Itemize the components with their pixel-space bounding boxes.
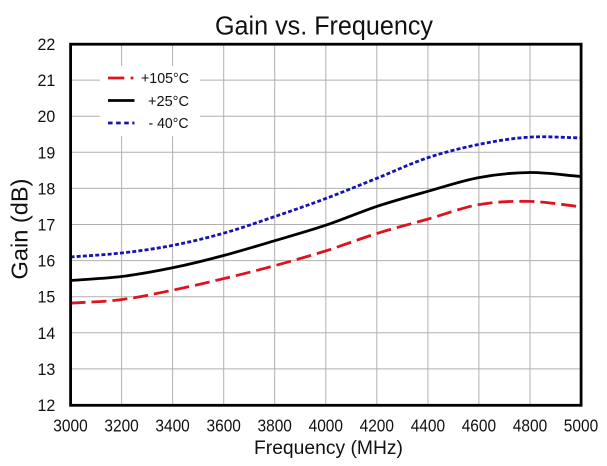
svg-text:3800: 3800 xyxy=(258,415,293,435)
svg-text:21: 21 xyxy=(38,72,56,90)
svg-text:+25°C: +25°C xyxy=(148,93,189,110)
svg-text:3000: 3000 xyxy=(53,415,88,435)
svg-text:17: 17 xyxy=(38,217,56,235)
svg-text:3200: 3200 xyxy=(104,415,139,435)
svg-text:20: 20 xyxy=(38,108,56,126)
svg-text:14: 14 xyxy=(38,325,56,343)
svg-text:5000: 5000 xyxy=(564,415,599,435)
svg-text:3400: 3400 xyxy=(155,415,190,435)
svg-text:4800: 4800 xyxy=(513,415,548,435)
svg-text:18: 18 xyxy=(38,180,56,198)
svg-text:+105°C: +105°C xyxy=(141,70,189,87)
svg-text:19: 19 xyxy=(38,144,56,162)
svg-text:4400: 4400 xyxy=(411,415,446,435)
svg-text:4000: 4000 xyxy=(309,415,344,435)
svg-text:13: 13 xyxy=(38,361,56,379)
svg-text:12: 12 xyxy=(38,397,56,415)
svg-text:15: 15 xyxy=(38,289,56,307)
svg-text:16: 16 xyxy=(38,253,56,271)
svg-text:4600: 4600 xyxy=(462,415,497,435)
svg-text:3600: 3600 xyxy=(207,415,242,435)
svg-text:22: 22 xyxy=(38,36,56,54)
svg-text:Gain (dB): Gain (dB) xyxy=(7,179,33,280)
svg-text:- 40°C: - 40°C xyxy=(149,115,189,132)
svg-text:Frequency (MHz): Frequency (MHz) xyxy=(254,437,403,459)
svg-text:4200: 4200 xyxy=(360,415,395,435)
svg-text:Gain vs. Frequency: Gain vs. Frequency xyxy=(215,12,433,40)
